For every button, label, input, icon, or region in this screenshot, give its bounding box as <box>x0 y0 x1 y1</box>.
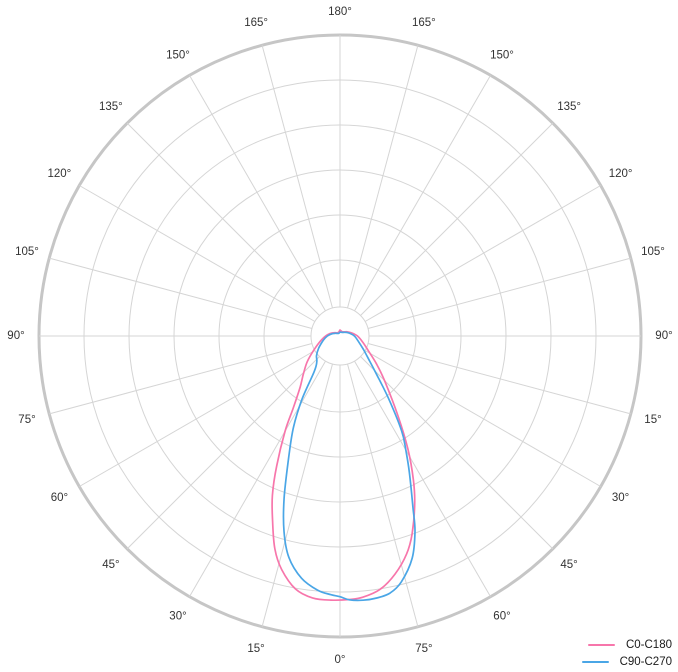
angle-label-75: 75° <box>18 414 35 426</box>
angle-label-180: 180° <box>328 6 352 18</box>
grid-spoke <box>364 185 601 322</box>
grid-spoke <box>347 45 419 309</box>
grid-spoke <box>79 185 316 322</box>
angle-label-0: 0° <box>335 654 346 666</box>
curve-c90-c270 <box>282 331 416 602</box>
legend: C0-C180 C90-C270 <box>581 638 672 669</box>
legend-item-c90-c270: C90-C270 <box>581 655 672 669</box>
grid-spoke <box>354 360 491 597</box>
legend-item-c0-c180: C0-C180 <box>582 638 672 652</box>
grid-spoke <box>360 356 554 550</box>
grid-spoke <box>189 75 326 312</box>
angle-label-285: 15° <box>644 414 661 426</box>
angle-label-195: 165° <box>412 17 436 29</box>
legend-label-c0-c180: C0-C180 <box>625 639 672 651</box>
angle-label-165: 165° <box>244 17 268 29</box>
angle-label-60: 60° <box>51 492 68 504</box>
angle-label-225: 135° <box>557 101 581 113</box>
grid-spoke <box>126 356 320 550</box>
angle-label-15: 15° <box>247 643 264 655</box>
legend-label-c90-c270: C90-C270 <box>619 656 672 668</box>
grid-spoke <box>49 257 313 329</box>
grid-spoke <box>126 122 320 316</box>
angle-label-345: 75° <box>415 643 432 655</box>
angle-label-315: 45° <box>560 559 577 571</box>
grid-spoke <box>261 45 333 309</box>
angle-label-90: 90° <box>7 330 24 342</box>
grid-spoke <box>49 343 313 415</box>
angle-label-135: 135° <box>99 101 123 113</box>
angle-label-30: 30° <box>169 611 186 623</box>
angle-label-120: 120° <box>48 168 72 180</box>
angle-label-240: 120° <box>609 168 633 180</box>
angle-label-210: 150° <box>490 49 514 61</box>
grid-spoke <box>261 363 333 627</box>
grid-spoke <box>367 343 631 415</box>
grid-spoke <box>367 257 631 329</box>
angle-label-255: 105° <box>641 246 665 258</box>
grid-spoke <box>364 350 601 487</box>
grid-spoke <box>79 350 316 487</box>
curve-c0-c180 <box>271 329 416 602</box>
grid-spoke <box>189 360 326 597</box>
angle-label-105: 105° <box>15 246 39 258</box>
grid-spoke <box>354 75 491 312</box>
angle-label-45: 45° <box>102 559 119 571</box>
grid-spoke <box>360 122 554 316</box>
angle-label-150: 150° <box>166 49 190 61</box>
grid-ring <box>310 306 370 366</box>
grid-spoke <box>347 363 419 627</box>
legend-line-c0-c180 <box>587 644 615 646</box>
angle-label-270: 90° <box>655 330 672 342</box>
angle-label-300: 30° <box>612 492 629 504</box>
legend-line-c90-c270 <box>581 661 609 663</box>
angle-label-330: 60° <box>493 611 510 623</box>
